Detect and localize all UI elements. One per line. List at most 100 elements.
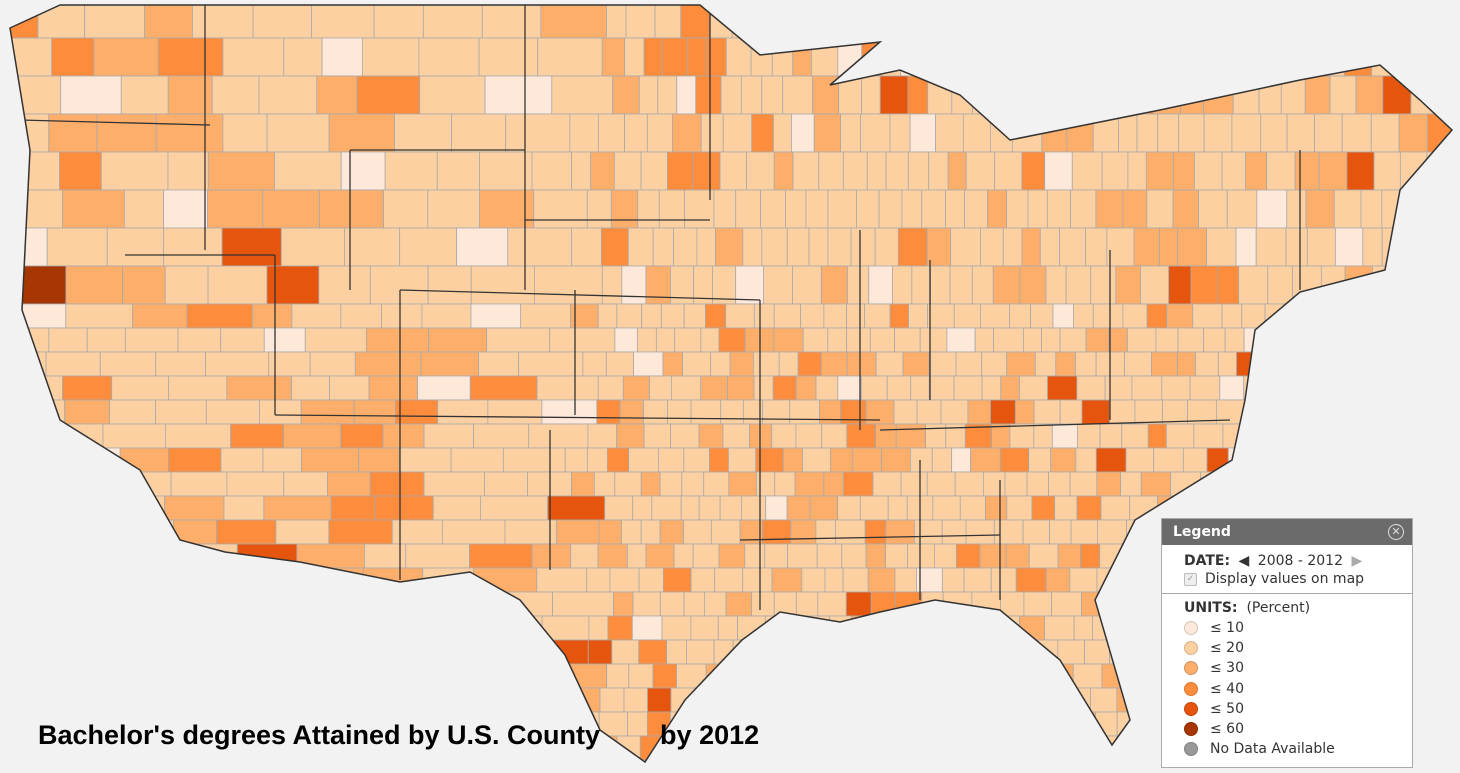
county[interactable] bbox=[640, 151, 668, 191]
county[interactable] bbox=[1334, 227, 1364, 267]
county[interactable] bbox=[979, 543, 1007, 569]
county[interactable] bbox=[1403, 495, 1430, 521]
county[interactable] bbox=[971, 265, 994, 305]
county[interactable] bbox=[1048, 471, 1071, 497]
county[interactable] bbox=[1166, 303, 1194, 329]
county[interactable] bbox=[609, 567, 640, 593]
county[interactable] bbox=[1221, 151, 1247, 191]
county[interactable] bbox=[328, 113, 395, 153]
county[interactable] bbox=[0, 227, 48, 267]
county[interactable] bbox=[1354, 471, 1374, 497]
county[interactable] bbox=[1384, 303, 1415, 329]
county[interactable] bbox=[0, 543, 69, 569]
county[interactable] bbox=[782, 447, 803, 473]
county[interactable] bbox=[700, 113, 724, 153]
county[interactable] bbox=[624, 113, 648, 153]
county[interactable] bbox=[1231, 495, 1255, 521]
county[interactable] bbox=[473, 423, 530, 449]
county[interactable] bbox=[720, 75, 742, 115]
county[interactable] bbox=[941, 567, 965, 593]
county[interactable] bbox=[1075, 735, 1096, 761]
county[interactable] bbox=[851, 615, 877, 641]
county[interactable] bbox=[827, 227, 852, 267]
county[interactable] bbox=[705, 759, 733, 773]
county[interactable] bbox=[858, 0, 879, 39]
county[interactable] bbox=[863, 735, 885, 761]
county[interactable] bbox=[1065, 265, 1092, 305]
county[interactable] bbox=[484, 75, 553, 115]
county[interactable] bbox=[1178, 113, 1205, 153]
county[interactable] bbox=[456, 227, 509, 267]
county[interactable] bbox=[842, 567, 869, 593]
county[interactable] bbox=[1358, 447, 1388, 473]
county[interactable] bbox=[484, 471, 528, 497]
county[interactable] bbox=[847, 265, 870, 305]
county[interactable] bbox=[532, 759, 589, 773]
county[interactable] bbox=[0, 663, 39, 689]
county[interactable] bbox=[1059, 327, 1087, 353]
county[interactable] bbox=[907, 759, 936, 773]
county[interactable] bbox=[1095, 189, 1124, 229]
county[interactable] bbox=[935, 113, 964, 153]
county[interactable] bbox=[615, 759, 637, 773]
county[interactable] bbox=[820, 265, 848, 305]
county[interactable] bbox=[1081, 399, 1111, 425]
county[interactable] bbox=[1294, 151, 1320, 191]
county[interactable] bbox=[645, 543, 675, 569]
county[interactable] bbox=[1394, 471, 1423, 497]
county[interactable] bbox=[954, 471, 984, 497]
county[interactable] bbox=[805, 759, 834, 773]
county[interactable] bbox=[753, 759, 777, 773]
county[interactable] bbox=[165, 687, 216, 713]
county[interactable] bbox=[354, 351, 422, 377]
county[interactable] bbox=[1313, 375, 1342, 401]
county[interactable] bbox=[987, 37, 1016, 77]
county[interactable] bbox=[925, 615, 955, 641]
county[interactable] bbox=[1148, 0, 1178, 39]
county[interactable] bbox=[840, 663, 865, 689]
county[interactable] bbox=[0, 639, 63, 665]
county[interactable] bbox=[1283, 495, 1304, 521]
county[interactable] bbox=[810, 711, 840, 737]
county[interactable] bbox=[1007, 759, 1031, 773]
county[interactable] bbox=[316, 75, 358, 115]
county[interactable] bbox=[1045, 265, 1067, 305]
county[interactable] bbox=[177, 327, 222, 353]
county[interactable] bbox=[441, 519, 506, 545]
county[interactable] bbox=[1127, 151, 1147, 191]
county[interactable] bbox=[186, 303, 253, 329]
county[interactable] bbox=[841, 543, 867, 569]
county[interactable] bbox=[1076, 423, 1101, 449]
county[interactable] bbox=[619, 399, 644, 425]
county[interactable] bbox=[762, 519, 792, 545]
county[interactable] bbox=[1439, 615, 1460, 641]
county[interactable] bbox=[1260, 113, 1288, 153]
county[interactable] bbox=[194, 543, 238, 569]
county[interactable] bbox=[328, 519, 393, 545]
county[interactable] bbox=[304, 327, 367, 353]
county[interactable] bbox=[774, 471, 796, 497]
county[interactable] bbox=[262, 189, 321, 229]
county[interactable] bbox=[978, 663, 1007, 689]
county[interactable] bbox=[740, 75, 763, 115]
county[interactable] bbox=[377, 615, 443, 641]
county[interactable] bbox=[928, 151, 949, 191]
county[interactable] bbox=[450, 687, 510, 713]
county[interactable] bbox=[1177, 351, 1196, 377]
county[interactable] bbox=[875, 615, 898, 641]
county[interactable] bbox=[222, 113, 268, 153]
county[interactable] bbox=[921, 591, 944, 617]
county[interactable] bbox=[951, 75, 973, 115]
county[interactable] bbox=[610, 189, 639, 229]
county[interactable] bbox=[322, 663, 365, 689]
county[interactable] bbox=[528, 423, 589, 449]
county[interactable] bbox=[1417, 639, 1443, 665]
county[interactable] bbox=[1133, 227, 1160, 267]
county[interactable] bbox=[168, 447, 222, 473]
county[interactable] bbox=[735, 189, 761, 229]
county[interactable] bbox=[907, 75, 929, 115]
county[interactable] bbox=[1342, 351, 1370, 377]
county[interactable] bbox=[112, 615, 170, 641]
county[interactable] bbox=[45, 471, 92, 497]
county[interactable] bbox=[596, 399, 621, 425]
